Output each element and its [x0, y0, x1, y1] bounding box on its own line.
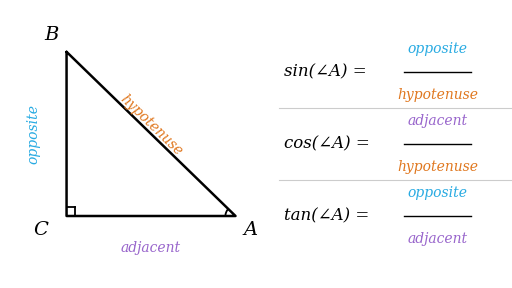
Text: A: A [244, 221, 258, 239]
Text: sin(∠A) =: sin(∠A) = [284, 63, 367, 81]
Text: tan(∠A) =: tan(∠A) = [284, 207, 370, 225]
Text: C: C [33, 221, 49, 239]
Text: hypotenuse: hypotenuse [117, 92, 185, 158]
Text: hypotenuse: hypotenuse [397, 88, 478, 102]
Text: cos(∠A) =: cos(∠A) = [284, 135, 370, 153]
Text: opposite: opposite [26, 104, 40, 164]
Text: opposite: opposite [408, 42, 468, 56]
Text: adjacent: adjacent [408, 232, 468, 246]
Text: opposite: opposite [408, 186, 468, 200]
Text: B: B [44, 26, 58, 43]
Text: adjacent: adjacent [408, 114, 468, 128]
Text: adjacent: adjacent [121, 241, 181, 255]
Text: hypotenuse: hypotenuse [397, 160, 478, 174]
